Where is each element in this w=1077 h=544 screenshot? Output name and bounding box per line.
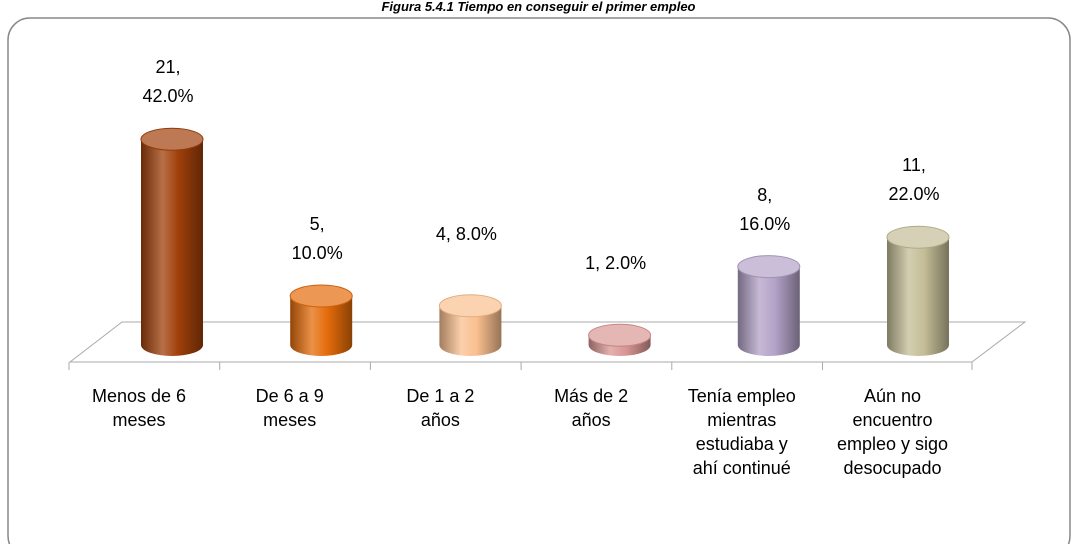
- bar-top: [737, 255, 801, 279]
- x-tick-label: Menos de 6 meses: [91, 386, 187, 430]
- bar: [438, 294, 502, 357]
- value-label: 1, 2.0%: [585, 253, 647, 274]
- value-label: 11, 22.0%: [888, 155, 940, 205]
- value-label: 21, 42.0%: [142, 57, 194, 107]
- x-tick-label: Tenía empleo mientras estudiaba y ahí co…: [687, 386, 796, 478]
- bar-top: [438, 294, 502, 318]
- x-tick-label: Más de 2 años: [554, 386, 629, 430]
- bar-top: [588, 323, 652, 347]
- bar: [737, 255, 801, 357]
- bar-top: [140, 127, 204, 151]
- x-tick-label: De 1 a 2 años: [406, 386, 475, 430]
- x-tick-label: Aún no encuentro empleo y sigo desocupad…: [836, 386, 949, 478]
- bar: [588, 323, 652, 357]
- value-label: 5, 10.0%: [291, 214, 343, 263]
- value-label: 4, 8.0%: [435, 223, 497, 244]
- chart-title: Figura 5.4.1 Tiempo en conseguir el prim…: [381, 0, 696, 14]
- bar-body: [886, 237, 949, 357]
- floor: [68, 321, 1027, 363]
- bar-top: [886, 225, 950, 249]
- bar: [140, 127, 204, 356]
- bar-body: [439, 305, 502, 357]
- bar-body: [290, 296, 353, 357]
- bar: [289, 284, 353, 357]
- bar-body: [141, 139, 203, 356]
- bar: [886, 225, 950, 357]
- value-label: 8, 16.0%: [739, 184, 791, 234]
- bar-body: [737, 266, 800, 357]
- x-tick-label: De 6 a 9 meses: [255, 386, 324, 430]
- bar-top: [289, 284, 353, 308]
- frame: [7, 17, 1071, 544]
